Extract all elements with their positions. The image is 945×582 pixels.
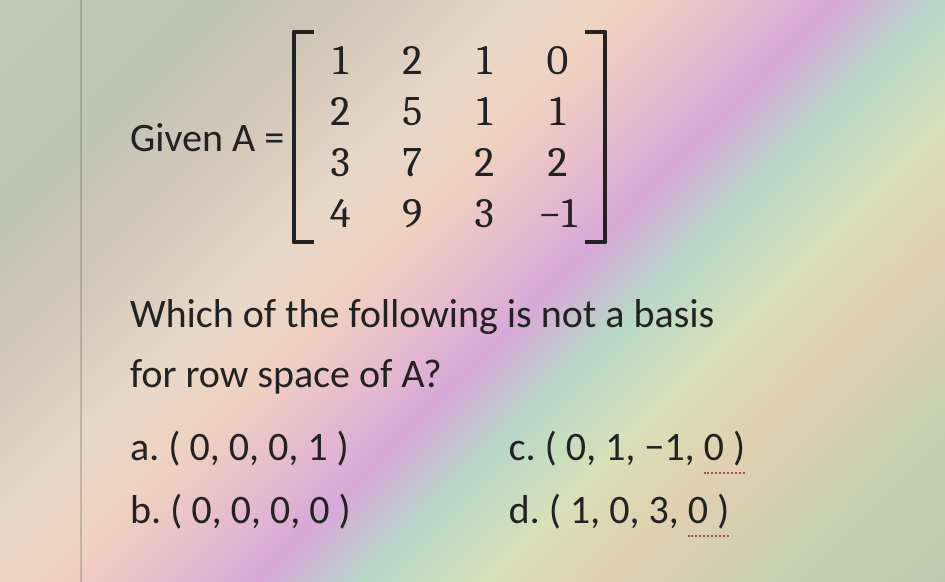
matrix-cell: 9 [394, 189, 430, 238]
question-line-1: Which of the following is not a basis [130, 289, 714, 338]
option-c-suffix: 0 ) [704, 422, 745, 474]
given-label: Given A = [130, 113, 284, 162]
matrix-cell: −1 [538, 189, 576, 238]
matrix-cell: 3 [322, 138, 358, 187]
question-line-2: for row space of A? [130, 349, 442, 398]
matrix-A: 1 2 1 0 2 5 1 1 3 7 2 2 4 9 3 −1 [292, 30, 606, 244]
matrix-cell: 2 [538, 138, 576, 187]
matrix-cell: 1 [538, 87, 576, 136]
option-c-prefix: c. ( 0, 1, −1, [509, 422, 704, 471]
option-a-text: a. ( 0, 0, 0, 1 ) [130, 422, 349, 471]
matrix-cell: 1 [466, 87, 502, 136]
matrix-body: 1 2 1 0 2 5 1 1 3 7 2 2 4 9 3 −1 [314, 30, 584, 244]
option-b-text: b. ( 0, 0, 0, 0 ) [130, 485, 351, 534]
matrix-cell: 0 [538, 36, 576, 85]
matrix-cell: 1 [322, 36, 358, 85]
option-b: b. ( 0, 0, 0, 0 ) [130, 485, 461, 534]
matrix-cell: 3 [466, 189, 502, 238]
matrix-cell: 7 [394, 138, 430, 187]
option-d-prefix: d. ( 1, 0, 3, [509, 485, 688, 534]
matrix-cell: 4 [322, 189, 358, 238]
problem-content: Given A = 1 2 1 0 2 5 1 1 3 7 2 2 4 9 3 … [0, 0, 945, 564]
option-d-suffix: 0 ) [688, 485, 729, 537]
bracket-left [292, 30, 314, 244]
option-d: d. ( 1, 0, 3, 0 ) [509, 485, 855, 534]
bracket-right [585, 30, 607, 244]
option-c: c. ( 0, 1, −1, 0 ) [509, 422, 855, 471]
given-row: Given A = 1 2 1 0 2 5 1 1 3 7 2 2 4 9 3 … [130, 30, 855, 244]
question-text: Which of the following is not a basis fo… [130, 284, 855, 404]
matrix-cell: 2 [466, 138, 502, 187]
matrix-cell: 5 [394, 87, 430, 136]
matrix-cell: 2 [394, 36, 430, 85]
option-a: a. ( 0, 0, 0, 1 ) [130, 422, 461, 471]
matrix-cell: 1 [466, 36, 502, 85]
options-grid: a. ( 0, 0, 0, 1 ) c. ( 0, 1, −1, 0 ) b. … [130, 422, 855, 534]
matrix-cell: 2 [322, 87, 358, 136]
